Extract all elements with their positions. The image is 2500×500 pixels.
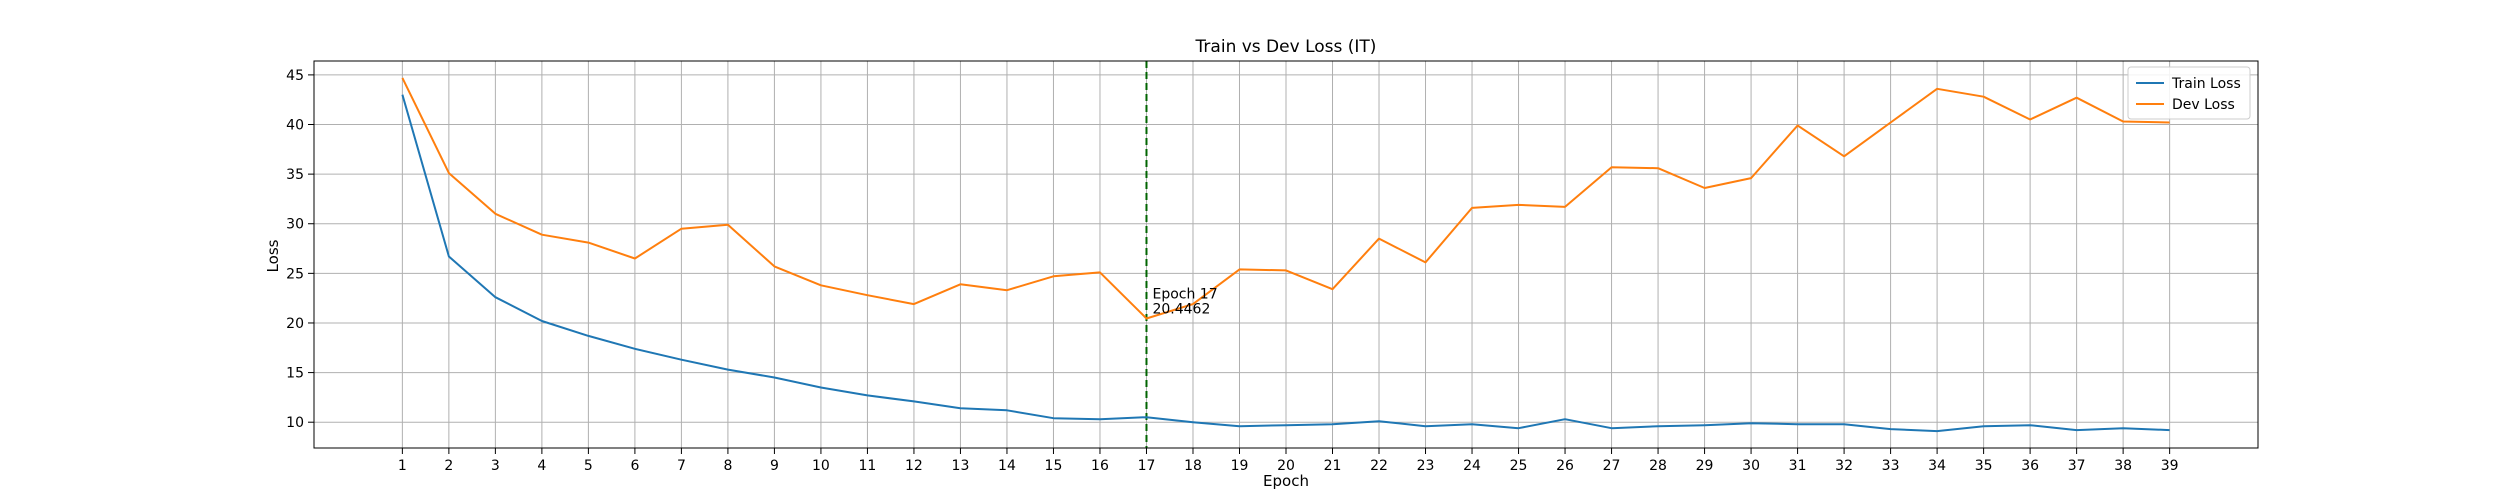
x-tick-label: 4 — [537, 458, 546, 474]
y-tick-label: 10 — [286, 415, 304, 431]
x-tick-label: 34 — [1928, 458, 1946, 474]
x-tick-label: 1 — [398, 458, 407, 474]
y-tick-label: 35 — [286, 167, 304, 183]
x-tick-label: 2 — [444, 458, 453, 474]
legend: Train Loss Dev Loss — [2127, 66, 2251, 120]
x-tick-label: 36 — [2021, 458, 2039, 474]
x-tick-label: 12 — [905, 458, 923, 474]
chart-title: Train vs Dev Loss (IT) — [1195, 37, 1377, 57]
x-tick-label: 8 — [723, 458, 732, 474]
x-tick-label: 17 — [1138, 458, 1156, 474]
y-tick-label: 20 — [286, 316, 304, 332]
x-tick-label: 27 — [1603, 458, 1621, 474]
series-lines — [401, 77, 2170, 433]
x-tick-label: 30 — [1742, 458, 1760, 474]
x-tick-label: 16 — [1091, 458, 1109, 474]
y-tick-label: 45 — [286, 68, 304, 84]
x-tick-label: 26 — [1556, 458, 1574, 474]
legend-label-dev-loss: Dev Loss — [2172, 97, 2235, 113]
x-tick-label: 28 — [1649, 458, 1667, 474]
grid — [314, 61, 2258, 448]
x-tick-label: 13 — [952, 458, 970, 474]
x-tick-label: 39 — [2161, 458, 2179, 474]
y-tick-label: 25 — [286, 266, 304, 282]
x-tick-label: 32 — [1835, 458, 1853, 474]
x-tick-label: 21 — [1324, 458, 1342, 474]
x-tick-label: 31 — [1789, 458, 1807, 474]
x-tick-label: 38 — [2114, 458, 2132, 474]
x-tick-label: 22 — [1370, 458, 1388, 474]
y-tick-label: 30 — [286, 217, 304, 233]
y-tick-label: 15 — [286, 366, 304, 382]
x-tick-label: 5 — [584, 458, 593, 474]
y-axis-label: Loss — [264, 239, 282, 272]
x-tick-label: 25 — [1510, 458, 1528, 474]
x-tick-label: 35 — [1975, 458, 1993, 474]
annotation-epoch-label: Epoch 17 — [1152, 287, 1217, 303]
x-axis-label: Epoch — [1263, 472, 1309, 490]
dev-loss-line — [401, 77, 2170, 320]
x-tick-label: 3 — [491, 458, 500, 474]
legend-box — [2127, 66, 2251, 120]
x-tick-label: 33 — [1882, 458, 1900, 474]
x-tick-label: 11 — [859, 458, 877, 474]
annotation: Epoch 17 20.4462 — [1152, 287, 1217, 318]
x-tick-label: 7 — [677, 458, 686, 474]
x-tick-label: 14 — [998, 458, 1016, 474]
x-tick-label: 18 — [1184, 458, 1202, 474]
y-tick-label: 40 — [286, 118, 304, 134]
x-tick-label: 19 — [1231, 458, 1249, 474]
x-tick-label: 15 — [1045, 458, 1063, 474]
x-axis-ticks: 1 2 3 4 5 6 7 8 9 10 11 12 13 14 15 16 17 18 19 20 21 22 23 24 2… — [398, 448, 2179, 474]
y-axis-ticks: 10 15 20 25 30 35 40 45 — [286, 68, 314, 431]
x-tick-label: 29 — [1696, 458, 1714, 474]
x-tick-label: 23 — [1417, 458, 1435, 474]
x-tick-label: 9 — [770, 458, 779, 474]
x-tick-label: 37 — [2068, 458, 2086, 474]
x-tick-label: 20 — [1277, 458, 1295, 474]
x-tick-label: 6 — [630, 458, 639, 474]
train-loss-line — [401, 94, 2170, 433]
legend-label-train-loss: Train Loss — [2171, 76, 2241, 92]
annotation-value-label: 20.4462 — [1152, 302, 1210, 318]
x-tick-label: 10 — [812, 458, 830, 474]
x-tick-label: 24 — [1463, 458, 1481, 474]
